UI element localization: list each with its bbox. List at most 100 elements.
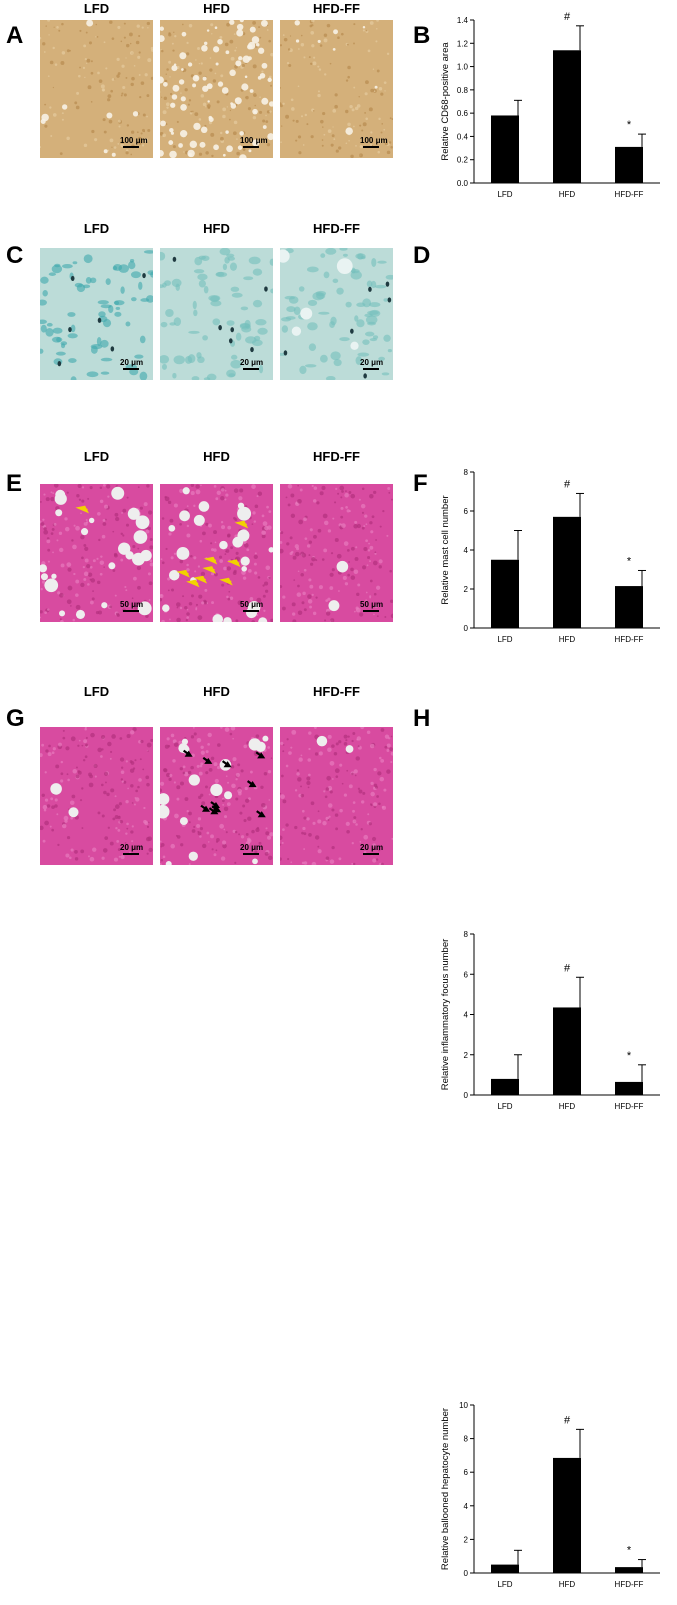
bar xyxy=(491,115,519,183)
yellow-arrow-icon xyxy=(186,579,200,588)
y-tick-label: 0 xyxy=(464,1091,469,1100)
significance-mark: * xyxy=(627,119,632,131)
micrograph-he xyxy=(160,484,273,622)
panel-letter-d: D xyxy=(413,242,431,269)
y-tick-label: 4 xyxy=(464,1011,469,1020)
black-arrow-icon xyxy=(200,804,211,812)
micrograph-texture xyxy=(40,250,153,380)
scale-bar-label: 100 μm xyxy=(240,136,268,145)
x-tick-label: HFD xyxy=(559,1102,576,1111)
x-tick-label: HFD xyxy=(559,1580,576,1589)
y-tick-label: 6 xyxy=(464,507,469,516)
scale-bar-label: 50 μm xyxy=(360,600,384,609)
significance-mark: # xyxy=(564,12,571,23)
scale-bar xyxy=(243,146,259,148)
x-tick-label: HFD-FF xyxy=(615,1102,644,1111)
y-axis-label: Relative inflammatory focus number xyxy=(440,939,451,1091)
scale-bar-label: 20 μm xyxy=(360,843,384,852)
bar-chart-b: Relative CD68-positive area 0.0 0.2 0.4 0.6 0… xyxy=(440,12,660,199)
significance-mark: * xyxy=(627,1050,632,1062)
x-tick-label: HFD-FF xyxy=(615,1580,644,1589)
y-tick-label: 8 xyxy=(464,1435,469,1444)
micrograph-texture xyxy=(280,248,393,380)
micrograph-label: LFD xyxy=(83,449,110,464)
micrograph-texture xyxy=(40,727,153,862)
micrograph-he xyxy=(280,727,393,865)
bar xyxy=(615,146,643,183)
yellow-arrow-icon xyxy=(176,569,190,578)
y-tick-label: 6 xyxy=(464,1468,469,1477)
yellow-arrow-icon xyxy=(234,520,249,529)
scale-bar-label: 20 μm xyxy=(360,358,384,367)
bar xyxy=(553,1007,581,1095)
micrograph-texture xyxy=(160,20,273,158)
x-tick-label: HFD xyxy=(559,635,576,644)
scale-bar-label: 20 μm xyxy=(240,358,264,367)
bar xyxy=(615,1081,643,1095)
micrograph-toluidine xyxy=(40,248,153,380)
bar xyxy=(553,1457,581,1573)
x-tick-label: HFD-FF xyxy=(615,190,644,199)
black-arrow-icon xyxy=(221,760,232,768)
significance-mark: * xyxy=(627,555,632,567)
panel-letter-b: B xyxy=(413,22,431,49)
bar xyxy=(615,1567,643,1573)
micrograph-he xyxy=(40,484,153,622)
micrograph-label: HFD-FF xyxy=(313,221,360,236)
bar xyxy=(553,516,581,628)
y-tick-label: 6 xyxy=(464,970,469,979)
micrograph-label: HFD xyxy=(203,449,230,464)
y-tick-label: 1.0 xyxy=(457,63,469,72)
y-tick-label: 2 xyxy=(464,1051,469,1060)
y-tick-label: 0.4 xyxy=(457,132,469,141)
y-tick-label: 4 xyxy=(464,546,469,555)
yellow-arrow-icon xyxy=(75,505,90,514)
significance-mark: * xyxy=(627,1545,632,1557)
yellow-arrow-icon xyxy=(219,577,233,586)
black-arrow-icon xyxy=(246,780,257,788)
y-tick-label: 0.0 xyxy=(457,179,469,188)
yellow-arrow-icon xyxy=(193,575,208,584)
significance-mark: # xyxy=(564,962,571,974)
micrograph-label: LFD xyxy=(83,684,110,699)
scale-bar xyxy=(243,368,259,370)
micrograph-label: HFD xyxy=(203,1,230,16)
black-arrow-icon xyxy=(182,749,193,757)
bar-chart-d: Relative mast cell number 0 2 4 6 8 LFD # HFD * HF… xyxy=(440,468,660,644)
micrograph-texture xyxy=(40,484,153,622)
bar-chart-f: Relative inflammatory focus number 0 2 4 6 8 L… xyxy=(440,930,660,1111)
yellow-arrow-icon xyxy=(202,566,217,574)
x-tick-label: LFD xyxy=(497,190,512,199)
scale-bar xyxy=(123,853,139,855)
panel-letter-h: H xyxy=(413,705,431,732)
scale-bar-label: 20 μm xyxy=(120,843,144,852)
micrograph-label: LFD xyxy=(83,1,110,16)
bar xyxy=(553,50,581,184)
scale-bar-label: 20 μm xyxy=(240,843,264,852)
micrograph-texture xyxy=(280,20,393,158)
scale-bar xyxy=(243,610,259,612)
micrograph-texture xyxy=(40,20,153,157)
black-arrow-icon xyxy=(202,756,213,764)
y-tick-label: 1.4 xyxy=(457,16,469,25)
x-tick-label: LFD xyxy=(497,635,512,644)
micrograph-he xyxy=(40,727,153,865)
scale-bar xyxy=(243,853,259,855)
panel-letter-a: A xyxy=(6,22,24,49)
y-tick-label: 0.8 xyxy=(457,86,469,95)
bar xyxy=(491,559,519,628)
scale-bar-label: 20 μm xyxy=(120,358,144,367)
micrograph-label: HFD-FF xyxy=(313,1,360,16)
significance-mark: # xyxy=(564,478,571,490)
micrograph-texture xyxy=(160,484,273,622)
micrograph-toluidine xyxy=(160,248,273,380)
y-axis-label: Relative ballooned hepatocyte number xyxy=(440,1408,451,1570)
scale-bar xyxy=(363,610,379,612)
x-tick-label: LFD xyxy=(497,1102,512,1111)
black-arrow-icon xyxy=(208,807,219,815)
y-tick-label: 1.2 xyxy=(457,39,469,48)
y-tick-label: 2 xyxy=(464,585,469,594)
x-tick-label: HFD-FF xyxy=(615,635,644,644)
panel-letter-e: E xyxy=(6,470,23,497)
significance-mark: # xyxy=(564,1414,571,1426)
